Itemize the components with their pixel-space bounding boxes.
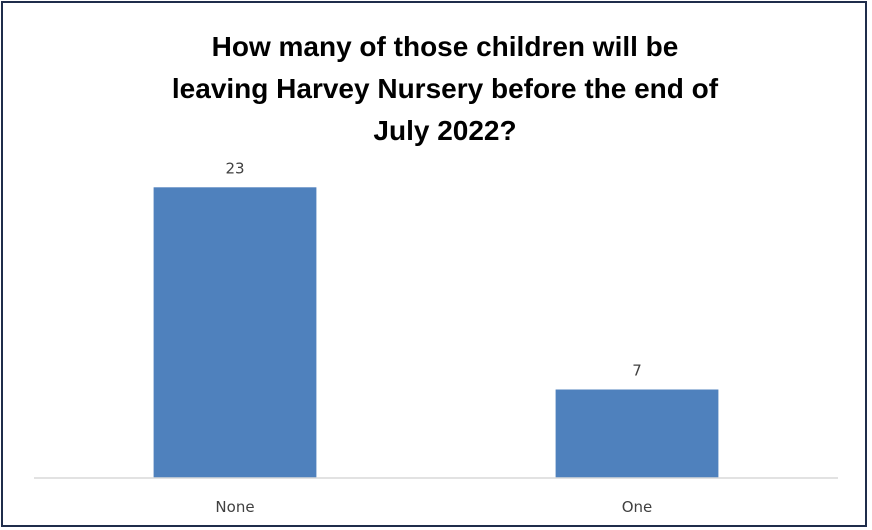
bar-none <box>153 187 317 479</box>
chart-title-line-3: July 2022? <box>373 115 516 146</box>
chart-title: How many of those children will be leavi… <box>172 31 719 146</box>
bar-one <box>555 389 719 478</box>
x-tick-label-none: None <box>215 498 254 516</box>
data-label-one: 7 <box>632 362 642 380</box>
bars-group <box>153 187 719 479</box>
labels-group: 23 None 7 One <box>215 159 652 516</box>
data-label-none: 23 <box>225 159 244 177</box>
chart-title-line-1: How many of those children will be <box>212 31 679 62</box>
x-tick-label-one: One <box>622 498 653 516</box>
chart-title-line-2: leaving Harvey Nursery before the end of <box>172 73 719 104</box>
